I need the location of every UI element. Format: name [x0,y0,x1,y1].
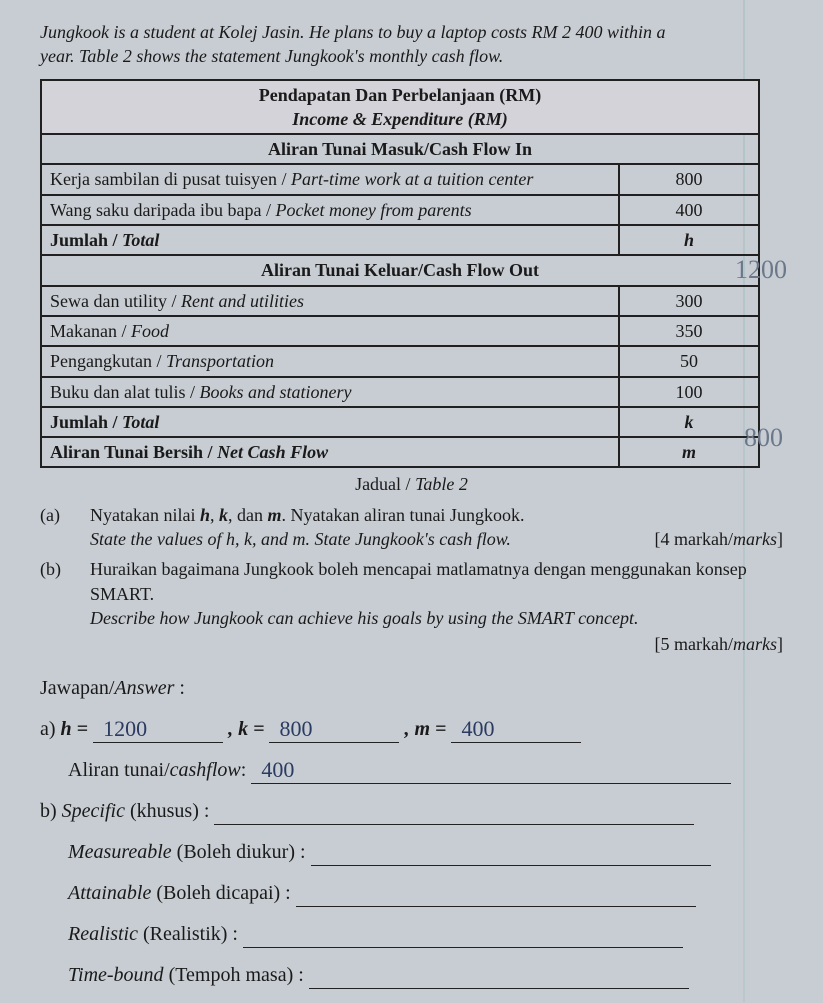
qa-tag-a: (a) [40,503,90,552]
table-row: Makanan / Food 350 [41,316,759,346]
blank-timebound[interactable] [309,967,689,989]
answer-b-measurable: Measureable (Boleh diukur) : [40,839,783,866]
qa-a-en: State the values of h, k, and m. State J… [90,529,511,549]
table-row: Buku dan alat tulis / Books and statione… [41,377,759,407]
handwritten-m: 400 [461,714,494,744]
question-a: (a) Nyatakan nilai h, k, dan m. Nyatakan… [40,503,783,552]
qa-tag-b: (b) [40,557,90,656]
answer-a-values: a) h = 1200 , k = 800 , m = 400 [40,716,783,743]
blank-h[interactable]: 1200 [93,721,223,743]
table-row: Pengangkutan / Transportation 50 [41,346,759,376]
intro-line-1: Jungkook is a student at Kolej Jasin. He… [40,22,665,42]
margin-annotation-2: 800 [744,420,783,455]
question-b: (b) Huraikan bagaimana Jungkook boleh me… [40,557,783,656]
var-k: k [685,412,694,432]
blank-measurable[interactable] [311,844,711,866]
qa-a-marks: [4 markah/marks] [655,527,783,551]
cashflow-out-section: Aliran Tunai Keluar/Cash Flow Out [41,255,759,285]
table-caption: Jadual / Table 2 [40,472,783,496]
handwritten-k: 800 [279,714,312,744]
answer-b-specific: b) Specific (khusus) : [40,798,783,825]
amount-cell: 400 [619,195,759,225]
var-h: h [684,230,694,250]
table-row: Wang saku daripada ibu bapa / Pocket mon… [41,195,759,225]
answer-b-realistic: Realistic (Realistik) : [40,921,783,948]
table-row: Sewa dan utility / Rent and utilities 30… [41,286,759,316]
qa-a-bm: Nyatakan nilai h, k, dan m. Nyatakan ali… [90,505,524,525]
blank-m[interactable]: 400 [451,721,581,743]
table-header: Pendapatan Dan Perbelanjaan (RM) Income … [41,80,759,135]
answer-heading: Jawapan/Answer : [40,675,783,702]
intro-line-2: year. Table 2 shows the statement Jungko… [40,46,503,66]
answer-section: Jawapan/Answer : a) h = 1200 , k = 800 ,… [40,675,783,989]
table-header-bm: Pendapatan Dan Perbelanjaan (RM) [259,85,542,105]
table-header-en: Income & Expenditure (RM) [292,109,508,129]
qa-b-en: Describe how Jungkook can achieve his go… [90,608,639,628]
cashflow-in-section: Aliran Tunai Masuk/Cash Flow In [41,134,759,164]
cashflow-table: Pendapatan Dan Perbelanjaan (RM) Income … [40,79,760,469]
answer-b-attainable: Attainable (Boleh dicapai) : [40,880,783,907]
total-in-row: Jumlah / Total h [41,225,759,255]
handwritten-flow: 400 [261,755,294,785]
blank-attainable[interactable] [296,885,696,907]
blank-specific[interactable] [214,803,694,825]
answer-a-flow: Aliran tunai/cashflow: 400 [40,757,783,784]
net-cashflow-row: Aliran Tunai Bersih / Net Cash Flow m [41,437,759,467]
amount-cell: 800 [619,164,759,194]
var-m: m [682,442,696,462]
question-intro: Jungkook is a student at Kolej Jasin. He… [40,20,783,69]
answer-b-timebound: Time-bound (Tempoh masa) : [40,962,783,989]
worksheet-page: Jungkook is a student at Kolej Jasin. He… [40,20,783,1003]
table-row: Kerja sambilan di pusat tuisyen / Part-t… [41,164,759,194]
qa-b-marks: [5 markah/marks] [90,632,783,656]
blank-k[interactable]: 800 [269,721,399,743]
margin-annotation-1: 1200 [735,252,787,287]
handwritten-h: 1200 [103,714,147,744]
qa-b-bm: Huraikan bagaimana Jungkook boleh mencap… [90,559,747,603]
blank-realistic[interactable] [243,926,683,948]
blank-cashflow[interactable]: 400 [251,762,731,784]
total-out-row: Jumlah / Total k [41,407,759,437]
